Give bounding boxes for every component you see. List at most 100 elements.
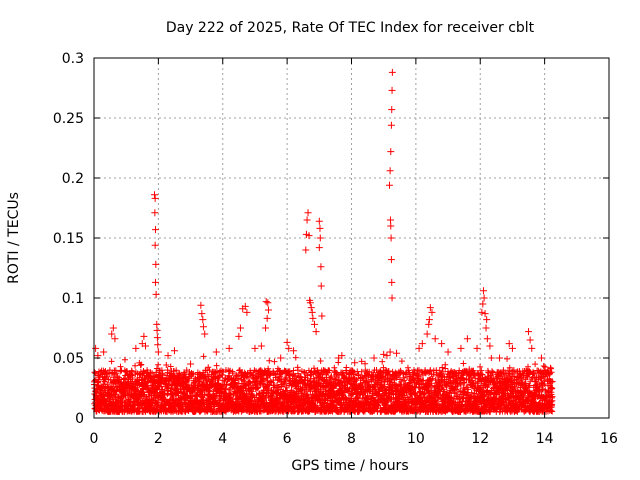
data-point bbox=[549, 393, 556, 400]
data-point bbox=[387, 148, 395, 156]
data-point bbox=[300, 396, 307, 403]
data-point bbox=[142, 342, 149, 350]
data-point bbox=[132, 344, 140, 352]
data-point bbox=[104, 381, 111, 388]
data-point bbox=[308, 308, 316, 316]
data-point bbox=[532, 361, 539, 368]
data-point bbox=[504, 355, 511, 362]
grid-lines bbox=[94, 58, 609, 418]
data-point bbox=[351, 359, 359, 367]
y-tick-label: 0.25 bbox=[53, 111, 84, 127]
data-point bbox=[422, 402, 429, 409]
data-point bbox=[470, 367, 477, 374]
data-point bbox=[100, 348, 108, 356]
data-point bbox=[316, 224, 324, 232]
data-point bbox=[318, 375, 325, 382]
data-point bbox=[331, 375, 338, 382]
data-point bbox=[427, 367, 434, 374]
data-point bbox=[306, 299, 314, 307]
data-point bbox=[199, 323, 207, 331]
data-point bbox=[435, 396, 442, 403]
x-tick-label: 4 bbox=[218, 431, 227, 447]
data-point bbox=[488, 355, 495, 362]
data-point bbox=[479, 300, 487, 308]
data-point bbox=[480, 294, 488, 302]
data-point bbox=[151, 226, 159, 234]
data-point bbox=[312, 328, 320, 336]
data-point bbox=[328, 373, 335, 380]
data-point bbox=[528, 375, 535, 382]
data-point bbox=[235, 332, 243, 340]
data-point bbox=[164, 352, 172, 360]
data-point bbox=[338, 352, 346, 360]
data-point bbox=[549, 408, 556, 415]
data-point bbox=[309, 314, 317, 322]
data-point bbox=[173, 367, 180, 374]
data-point bbox=[153, 320, 161, 328]
data-point bbox=[271, 358, 278, 365]
data-point bbox=[377, 368, 384, 375]
data-point bbox=[262, 298, 270, 306]
data-point bbox=[453, 386, 460, 393]
data-point bbox=[140, 392, 147, 399]
data-point bbox=[91, 369, 98, 376]
data-point bbox=[387, 256, 395, 264]
data-point bbox=[283, 374, 290, 381]
data-point bbox=[355, 371, 362, 378]
data-point bbox=[154, 341, 162, 349]
data-point bbox=[385, 367, 392, 374]
data-point bbox=[229, 370, 236, 377]
data-point bbox=[117, 363, 124, 370]
data-point bbox=[206, 387, 213, 394]
data-point bbox=[307, 304, 315, 312]
data-point bbox=[358, 368, 365, 375]
data-point bbox=[481, 310, 489, 318]
data-point bbox=[199, 316, 207, 324]
data-point bbox=[415, 344, 423, 352]
data-point bbox=[470, 379, 477, 386]
data-point bbox=[151, 209, 159, 217]
data-point bbox=[442, 361, 449, 368]
data-point bbox=[544, 366, 552, 374]
data-point bbox=[143, 382, 150, 389]
data-point bbox=[364, 378, 371, 385]
data-point bbox=[525, 328, 533, 336]
data-point bbox=[166, 377, 173, 384]
data-point bbox=[129, 375, 136, 382]
data-point bbox=[315, 244, 323, 252]
data-point bbox=[508, 344, 516, 352]
data-point bbox=[425, 320, 433, 328]
data-point bbox=[528, 344, 536, 352]
data-point bbox=[454, 383, 461, 390]
data-point bbox=[420, 390, 427, 397]
data-point bbox=[383, 352, 391, 360]
data-point bbox=[92, 344, 100, 352]
data-point bbox=[283, 338, 291, 346]
data-point bbox=[198, 310, 206, 318]
y-tick-label: 0 bbox=[75, 411, 84, 427]
data-point bbox=[393, 349, 401, 357]
data-point bbox=[317, 263, 325, 271]
data-point bbox=[359, 374, 366, 381]
y-axis-label: ROTI / TECUs bbox=[6, 192, 22, 284]
data-point bbox=[158, 367, 165, 374]
data-point bbox=[426, 304, 434, 312]
data-point bbox=[212, 348, 220, 356]
data-point bbox=[108, 358, 115, 365]
data-point bbox=[438, 340, 446, 348]
y-tick-label: 0.2 bbox=[62, 171, 84, 187]
data-point bbox=[213, 362, 220, 369]
data-point bbox=[222, 386, 229, 393]
data-point bbox=[428, 380, 435, 387]
data-point bbox=[163, 362, 170, 369]
x-tick-label: 16 bbox=[600, 431, 618, 447]
data-point bbox=[101, 378, 108, 385]
data-point bbox=[225, 344, 233, 352]
data-point bbox=[158, 383, 165, 390]
data-point bbox=[483, 316, 491, 324]
data-point bbox=[112, 388, 119, 395]
data-point bbox=[478, 367, 485, 374]
data-point bbox=[479, 287, 487, 295]
data-point bbox=[386, 348, 394, 356]
